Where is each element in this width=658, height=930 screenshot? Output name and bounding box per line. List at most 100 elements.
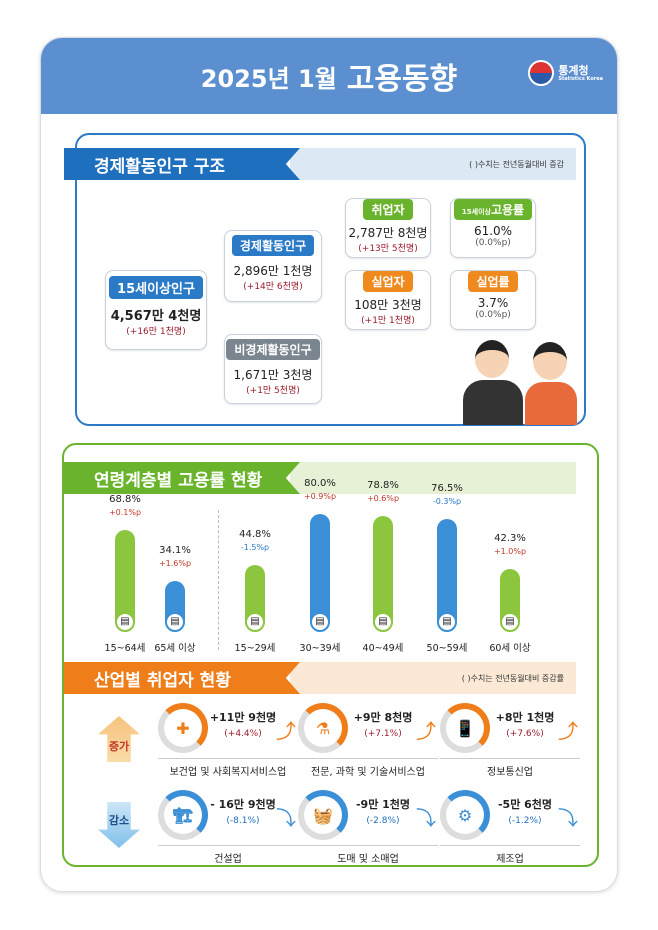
industry-item: 🧺 -9만 1천명 (-2.8%) ⤵ 도매 및 소매업: [298, 790, 438, 865]
document-icon: ▤: [245, 612, 265, 632]
trend-down-icon: ⤵: [416, 806, 436, 830]
age-bar: [165, 580, 185, 622]
emp-rate-label-main: 고용률: [490, 203, 525, 217]
pop15-change: (+16만 1천명): [126, 327, 186, 337]
age-bar: [245, 565, 265, 622]
industry-name: 도매 및 소매업: [298, 845, 438, 865]
emp-rate-box: 15세이상고용률 61.0% (0.0%p): [450, 198, 536, 258]
divider: [218, 510, 219, 650]
trend-up-icon: ⤴: [558, 719, 578, 743]
industry-rate: (+7.6%): [506, 729, 544, 739]
employed-change: (+13만 5천명): [358, 244, 418, 254]
industry-item: ⚗ +9만 8천명 (+7.1%) ⤴ 전문, 과학 및 기술서비스업: [298, 703, 438, 778]
unemp-rate-label: 실업률: [468, 271, 518, 292]
unemployed-label: 실업자: [363, 271, 413, 292]
age-label: 30~39세: [299, 643, 341, 654]
industry-name: 보건업 및 사회복지서비스업: [158, 758, 298, 778]
document-icon: ▤: [437, 612, 457, 632]
industry-item: 🏗 - 16만 9천명 (-8.1%) ⤵ 건설업: [158, 790, 298, 865]
age-label: 15~64세: [104, 643, 146, 654]
industry-item: ⚙ -5만 6천명 (-1.2%) ⤵ 제조업: [440, 790, 580, 865]
age-rate: 68.8%: [109, 494, 141, 506]
trend-down-icon: ⤵: [276, 806, 296, 830]
document-icon: ▤: [373, 612, 393, 632]
emp-rate-label-small: 15세이상: [461, 208, 491, 216]
industry-rate: (-8.1%): [226, 816, 260, 826]
age-rate: 34.1%: [159, 544, 191, 556]
basket-icon: 🧺: [298, 790, 348, 840]
industry-rate: (-2.8%): [366, 816, 400, 826]
emp-rate-value: 61.0%: [473, 224, 513, 238]
age-label: 15~29세: [234, 643, 276, 654]
logo-text: 통계청: [558, 63, 589, 77]
age-label: 65세 이상: [154, 643, 196, 654]
industry-item: 📱 +8만 1천명 (+7.6%) ⤴ 정보통신업: [440, 703, 580, 778]
age-bar: [373, 515, 393, 622]
document-icon: ▤: [165, 612, 185, 632]
inactive-change: (+1만 5천명): [246, 386, 300, 396]
header: 2025년 1월 고용동향 통계청 Statistics Korea: [41, 38, 617, 114]
unemployed-change: (+1만 1천명): [361, 316, 415, 326]
age-bar: [500, 568, 520, 622]
flask-icon: ⚗: [298, 703, 348, 753]
characters-illustration: [455, 340, 585, 425]
age-rate: 78.8%: [367, 479, 399, 491]
emp-rate-label: 15세이상고용률: [453, 199, 533, 220]
pop15-value: 4,567만 4천명: [110, 309, 202, 324]
age-rate: 76.5%: [431, 483, 463, 495]
age-bar: [437, 519, 457, 622]
age-change: +1.6%p: [158, 558, 192, 568]
header-date: 2025년 1월: [200, 64, 337, 93]
active-box: 경제활동인구 2,896만 1천명 (+14만 6천명): [224, 230, 322, 302]
age-note-band: [290, 462, 576, 494]
phone-icon: 📱: [440, 703, 490, 753]
active-change: (+14만 6천명): [243, 282, 303, 292]
employed-label: 취업자: [363, 199, 413, 220]
active-label: 경제활동인구: [231, 235, 315, 256]
age-change: -0.3%p: [432, 497, 462, 507]
age-rate: 42.3%: [494, 532, 526, 544]
industry-name: 제조업: [440, 845, 580, 865]
increase-label: 증가: [108, 740, 130, 753]
document-icon: ▤: [500, 612, 520, 632]
age-change: +1.0%p: [493, 546, 527, 556]
medical-kit-icon: ✚: [158, 703, 208, 753]
decrease-label: 감소: [108, 814, 130, 827]
age-bar: [310, 514, 330, 622]
industry-title: 산업별 취업자 현황: [64, 662, 300, 694]
industry-rate: (-1.2%): [508, 816, 542, 826]
logo: 통계청 Statistics Korea: [528, 60, 603, 86]
unemp-rate-box: 실업률 3.7% (0.0%p): [450, 270, 536, 330]
pop15-box: 15세이상인구 4,567만 4천명 (+16만 1천명): [105, 270, 207, 350]
page-title: 고용동향: [346, 62, 458, 97]
age-rate: 44.8%: [239, 529, 271, 541]
gear-icon: ⚙: [440, 790, 490, 840]
industry-rate: (+7.1%): [364, 729, 402, 739]
industry-change: -5만 6천명: [497, 798, 553, 811]
document-icon: ▤: [115, 612, 135, 632]
industry-name: 전문, 과학 및 기술서비스업: [298, 758, 438, 778]
document-icon: ▤: [310, 612, 330, 632]
age-label: 60세 이상: [489, 643, 531, 654]
unemployed-box: 실업자 108만 3천명 (+1만 1천명): [345, 270, 431, 330]
age-title: 연령계층별 고용률 현황: [64, 462, 300, 494]
age-rate: 80.0%: [304, 478, 336, 489]
employed-value: 2,787만 8천명: [348, 226, 428, 240]
inactive-box: 비경제활동인구 1,671만 3천명 (+1만 5천명): [224, 334, 322, 404]
industry-name: 정보통신업: [440, 758, 580, 778]
inactive-value: 1,671만 3천명: [233, 368, 313, 382]
industry-note: ( )수치는 전년동월대비 증감률: [290, 662, 576, 694]
active-value: 2,896만 1천명: [233, 264, 313, 278]
age-change: +0.6%p: [366, 493, 400, 503]
industry-change: -9만 1천명: [355, 798, 411, 811]
pop15-label: 15세이상인구: [109, 276, 203, 299]
industry-change: +9만 8천명: [353, 711, 413, 724]
emp-rate-change: (0.0%p): [475, 238, 511, 248]
age-change: +0.9%p: [303, 492, 337, 501]
age-bar: [115, 530, 135, 622]
unemployed-value: 108만 3천명: [354, 298, 422, 312]
age-label: 50~59세: [426, 643, 468, 654]
inactive-label: 비경제활동인구: [226, 339, 320, 360]
excavator-icon: 🏗: [158, 790, 208, 840]
employed-box: 취업자 2,787만 8천명 (+13만 5천명): [345, 198, 431, 258]
